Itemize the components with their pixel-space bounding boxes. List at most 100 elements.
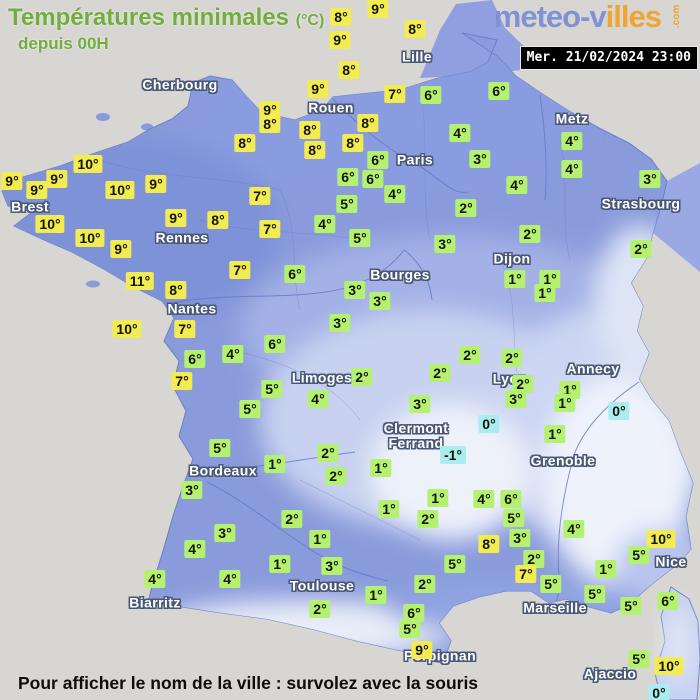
temp-label[interactable]: 8°	[234, 134, 256, 152]
temp-label[interactable]: 8°	[478, 535, 500, 553]
temp-label[interactable]: 4°	[561, 160, 583, 178]
temp-label[interactable]: 6°	[657, 592, 679, 610]
temp-label[interactable]: 4°	[449, 124, 471, 142]
temp-label[interactable]: 7°	[249, 187, 271, 205]
temp-label[interactable]: 0°	[648, 684, 670, 700]
temp-label[interactable]: 7°	[384, 85, 406, 103]
temp-label[interactable]: 7°	[171, 372, 193, 390]
temp-label[interactable]: 5°	[444, 555, 466, 573]
temp-label[interactable]: 3°	[321, 557, 343, 575]
temp-label[interactable]: 10°	[112, 320, 142, 338]
temp-label[interactable]: 8°	[165, 281, 187, 299]
temp-label[interactable]: 4°	[184, 540, 206, 558]
temp-label[interactable]: 7°	[515, 565, 537, 583]
temp-label[interactable]: 5°	[399, 620, 421, 638]
temp-label[interactable]: 8°	[357, 114, 379, 132]
temp-label[interactable]: 1°	[539, 270, 561, 288]
temp-label[interactable]: 9°	[26, 181, 48, 199]
temp-label[interactable]: 2°	[317, 444, 339, 462]
temp-label[interactable]: 6°	[337, 168, 359, 186]
temp-label[interactable]: 1°	[595, 560, 617, 578]
temp-label[interactable]: 4°	[384, 185, 406, 203]
temp-label[interactable]: 4°	[307, 390, 329, 408]
temp-label[interactable]: 6°	[264, 335, 286, 353]
temp-label[interactable]: 9°	[307, 80, 329, 98]
temp-label[interactable]: 1°	[370, 459, 392, 477]
temp-label[interactable]: 2°	[281, 510, 303, 528]
temp-label[interactable]: 3°	[369, 292, 391, 310]
temp-label[interactable]: 3°	[344, 281, 366, 299]
temp-label[interactable]: 10°	[75, 229, 105, 247]
temp-label[interactable]: 2°	[351, 368, 373, 386]
temp-label[interactable]: 5°	[336, 195, 358, 213]
temp-label[interactable]: 6°	[284, 265, 306, 283]
temp-label[interactable]: 6°	[184, 350, 206, 368]
temp-label[interactable]: 4°	[473, 490, 495, 508]
temp-label[interactable]: 4°	[219, 570, 241, 588]
temp-label[interactable]: 9°	[259, 101, 281, 119]
temp-label[interactable]: 2°	[429, 364, 451, 382]
temp-label[interactable]: 3°	[329, 314, 351, 332]
temp-label[interactable]: 3°	[409, 395, 431, 413]
temp-label[interactable]: 5°	[540, 575, 562, 593]
temp-label[interactable]: 6°	[362, 170, 384, 188]
temp-label[interactable]: 7°	[229, 261, 251, 279]
temp-label[interactable]: 9°	[145, 175, 167, 193]
temp-label[interactable]: -1°	[439, 446, 467, 464]
temp-label[interactable]: 2°	[455, 199, 477, 217]
temp-label[interactable]: 5°	[239, 400, 261, 418]
temp-label[interactable]: 9°	[1, 172, 23, 190]
temp-label[interactable]: 1°	[544, 425, 566, 443]
temp-label[interactable]: 8°	[299, 121, 321, 139]
temp-label[interactable]: 10°	[35, 215, 65, 233]
temp-label[interactable]: 1°	[309, 530, 331, 548]
temp-label[interactable]: 3°	[505, 390, 527, 408]
temp-label[interactable]: 3°	[469, 150, 491, 168]
temp-label[interactable]: 5°	[209, 439, 231, 457]
meteo-villes-logo[interactable]: meteo-villes .com	[494, 1, 692, 32]
temp-label[interactable]: 1°	[554, 394, 576, 412]
temp-label[interactable]: 8°	[207, 211, 229, 229]
temp-label[interactable]: 2°	[309, 600, 331, 618]
temp-label[interactable]: 6°	[488, 82, 510, 100]
temp-label[interactable]: 4°	[144, 570, 166, 588]
temp-label[interactable]: 5°	[628, 650, 650, 668]
temp-label[interactable]: 5°	[584, 585, 606, 603]
temp-label[interactable]: 1°	[427, 489, 449, 507]
temp-label[interactable]: 8°	[338, 61, 360, 79]
temp-label[interactable]: 8°	[259, 115, 281, 133]
temp-label[interactable]: 2°	[519, 225, 541, 243]
temp-label[interactable]: 3°	[434, 235, 456, 253]
temp-label[interactable]: 9°	[367, 0, 389, 18]
temp-label[interactable]: 10°	[73, 155, 103, 173]
temp-label[interactable]: 5°	[261, 380, 283, 398]
temp-label[interactable]: 2°	[512, 375, 534, 393]
temp-label[interactable]: 2°	[501, 349, 523, 367]
temp-label[interactable]: 0°	[608, 402, 630, 420]
temp-label[interactable]: 10°	[646, 530, 676, 548]
temp-label[interactable]: 6°	[403, 604, 425, 622]
temp-label[interactable]: 8°	[404, 20, 426, 38]
temp-label[interactable]: 9°	[110, 240, 132, 258]
temp-label[interactable]: 0°	[478, 415, 500, 433]
temp-label[interactable]: 4°	[563, 520, 585, 538]
temp-label[interactable]: 8°	[330, 8, 352, 26]
temp-label[interactable]: 3°	[214, 524, 236, 542]
temp-label[interactable]: 8°	[342, 134, 364, 152]
temp-label[interactable]: 5°	[349, 229, 371, 247]
temp-label[interactable]: 4°	[314, 215, 336, 233]
temp-label[interactable]: 2°	[523, 550, 545, 568]
temp-label[interactable]: 5°	[503, 509, 525, 527]
temp-label[interactable]: 4°	[506, 176, 528, 194]
temp-label[interactable]: 1°	[504, 270, 526, 288]
temp-label[interactable]: 1°	[365, 586, 387, 604]
temp-label[interactable]: 3°	[509, 529, 531, 547]
temp-label[interactable]: 6°	[420, 86, 442, 104]
temp-label[interactable]: 2°	[459, 346, 481, 364]
temp-label[interactable]: 4°	[222, 345, 244, 363]
temp-label[interactable]: 3°	[639, 170, 661, 188]
temp-label[interactable]: 7°	[174, 320, 196, 338]
temp-label[interactable]: 1°	[534, 284, 556, 302]
temp-label[interactable]: 8°	[304, 141, 326, 159]
temp-label[interactable]: 1°	[378, 500, 400, 518]
